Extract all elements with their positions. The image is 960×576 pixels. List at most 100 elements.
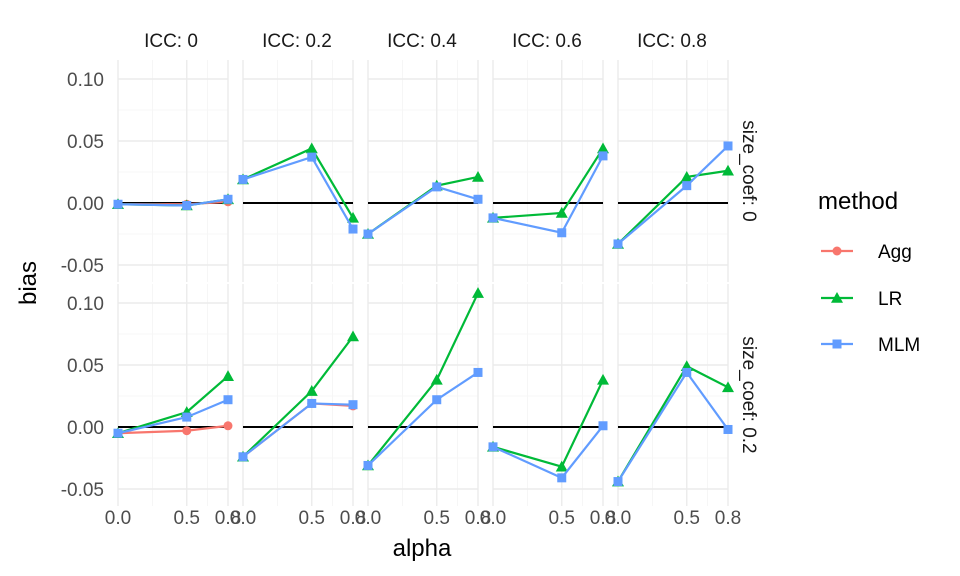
y-tick-label: 0.00 xyxy=(67,194,104,215)
x-tick-label: 0.8 xyxy=(715,508,741,529)
data-point-mlm xyxy=(113,428,123,438)
data-point-mlm xyxy=(682,181,692,191)
column-strip-label: ICC: 0.2 xyxy=(262,31,332,52)
data-point-mlm xyxy=(488,442,498,452)
data-point-mlm xyxy=(557,473,567,483)
panel-background xyxy=(118,60,228,282)
facet-panel xyxy=(612,284,734,506)
y-axis-tick-labels: -0.05 0.00 0.05 0.10 -0.05 0.00 0.05 0.10 xyxy=(61,70,104,501)
x-tick-label: 0.5 xyxy=(674,508,700,529)
data-point-mlm xyxy=(432,395,442,405)
column-facet-strips: ICC: 0 ICC: 0.2 ICC: 0.4 ICC: 0.6 ICC: 0… xyxy=(144,31,707,52)
data-point-mlm xyxy=(598,151,608,161)
x-tick-label: 0.0 xyxy=(480,508,506,529)
x-tick-label: 0.0 xyxy=(105,508,131,529)
data-point-lr xyxy=(472,287,484,298)
column-strip-label: ICC: 0.4 xyxy=(387,31,457,52)
data-point-lr xyxy=(222,370,234,381)
panel-background xyxy=(618,60,728,282)
legend-label: LR xyxy=(878,289,902,310)
column-strip-label: ICC: 0 xyxy=(144,31,198,52)
data-point-mlm xyxy=(307,152,317,162)
data-point-mlm xyxy=(473,367,483,377)
data-point-agg xyxy=(182,426,192,436)
facet-panel xyxy=(487,284,609,506)
legend-key-mlm: MLM xyxy=(821,335,920,356)
data-point-mlm xyxy=(238,452,248,462)
data-point-lr xyxy=(597,142,609,154)
data-point-mlm xyxy=(682,367,692,377)
data-point-mlm xyxy=(613,239,623,249)
x-tick-label: 0.8 xyxy=(340,508,366,529)
data-point-lr xyxy=(430,373,443,385)
data-point-mlm xyxy=(182,412,192,422)
x-tick-label: 0.5 xyxy=(424,508,450,529)
data-point-lr xyxy=(722,164,734,176)
data-point-lr xyxy=(472,170,484,182)
data-point-mlm xyxy=(598,421,608,431)
data-point-mlm xyxy=(182,200,192,210)
panel-background xyxy=(493,60,603,282)
facet-panel xyxy=(362,284,484,506)
data-point-mlm xyxy=(723,424,733,434)
legend: method Agg LR MLM xyxy=(818,188,920,356)
data-point-mlm xyxy=(238,174,248,184)
facet-panel xyxy=(362,60,484,282)
y-tick-label: -0.05 xyxy=(61,480,104,501)
column-strip-label: ICC: 0.6 xyxy=(512,31,582,52)
panel-background xyxy=(243,284,353,506)
data-point-lr xyxy=(722,381,734,393)
data-point-lr xyxy=(597,373,609,385)
data-point-lr xyxy=(347,211,359,223)
data-point-lr xyxy=(305,142,318,154)
y-tick-label: 0.10 xyxy=(67,70,104,91)
x-tick-label: 0.5 xyxy=(174,508,200,529)
data-point-mlm xyxy=(557,228,567,238)
y-axis-title: bias xyxy=(15,261,42,305)
y-tick-label: 0.10 xyxy=(67,294,104,315)
facet-panel xyxy=(487,60,609,282)
legend-key-marker xyxy=(831,292,843,303)
facet-panel xyxy=(112,60,234,282)
data-point-mlm xyxy=(613,477,623,487)
y-tick-label: 0.05 xyxy=(67,356,104,377)
legend-key-marker xyxy=(832,339,842,349)
data-point-mlm xyxy=(223,395,233,405)
x-tick-label: 0.5 xyxy=(549,508,575,529)
data-point-lr xyxy=(680,170,693,182)
data-point-mlm xyxy=(432,182,442,192)
panel-background xyxy=(368,60,478,282)
data-point-mlm xyxy=(723,141,733,151)
legend-key-agg: Agg xyxy=(821,242,912,263)
y-tick-label: 0.00 xyxy=(67,418,104,439)
x-axis-title: alpha xyxy=(393,535,452,562)
facet-panel xyxy=(237,284,359,506)
panel-background xyxy=(118,284,228,506)
data-point-lr xyxy=(305,385,318,396)
legend-label: Agg xyxy=(878,242,912,263)
column-strip-label: ICC: 0.8 xyxy=(637,31,707,52)
x-axis-tick-labels: 0.0 0.5 0.80.0 0.5 0.80.0 0.5 0.80.0 0.5 0.80.0 0… xyxy=(105,508,741,529)
row-strip-label: size_coef: 0 xyxy=(738,120,759,221)
data-point-lr xyxy=(555,206,568,218)
data-point-mlm xyxy=(307,398,317,408)
y-tick-label: 0.05 xyxy=(67,132,104,153)
facet-panel xyxy=(612,60,734,282)
data-point-agg xyxy=(223,421,233,431)
data-point-lr xyxy=(555,460,568,472)
facet-panel xyxy=(112,284,234,506)
x-tick-label: 0.8 xyxy=(465,508,491,529)
x-tick-label: 0.0 xyxy=(355,508,381,529)
data-point-lr xyxy=(347,330,359,342)
x-tick-label: 0.8 xyxy=(590,508,616,529)
legend-key-lr: LR xyxy=(821,289,902,310)
x-tick-label: 0.0 xyxy=(230,508,256,529)
data-point-mlm xyxy=(473,194,483,204)
legend-label: MLM xyxy=(878,335,920,356)
legend-keys: Agg LR MLM xyxy=(821,242,920,356)
data-point-mlm xyxy=(488,213,498,223)
data-point-mlm xyxy=(348,400,358,410)
panel-background xyxy=(368,284,478,506)
y-tick-label: -0.05 xyxy=(61,256,104,277)
